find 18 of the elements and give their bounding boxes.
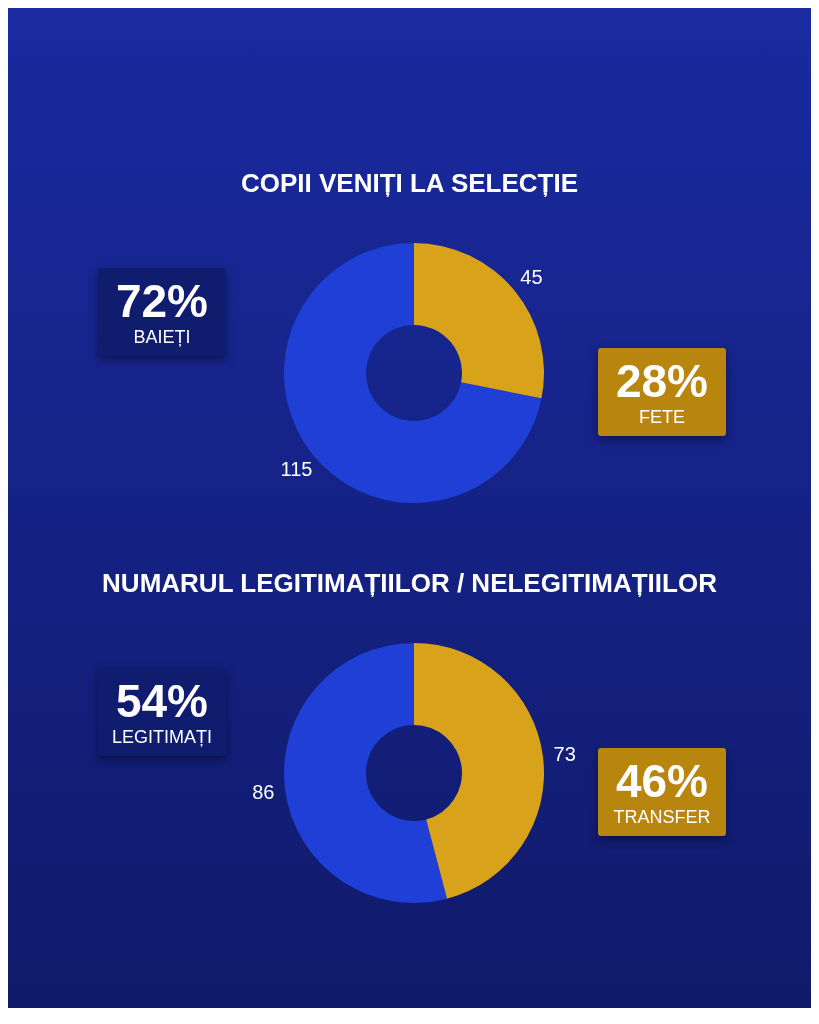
chart-title: COPII VENIȚI LA SELECȚIE	[239, 167, 580, 200]
donut-slice	[414, 643, 544, 899]
donut-slice	[284, 243, 542, 503]
data-label: 45	[520, 265, 543, 288]
chart-title: NUMARUL LEGITIMAȚIILOR / NELEGITIMAȚIILOR	[101, 567, 718, 600]
text: 54%	[114, 675, 210, 727]
data-label: 73	[553, 742, 576, 765]
text: 72%	[114, 275, 210, 327]
slice-label: FETE	[638, 406, 686, 428]
data-label: 86	[252, 781, 275, 804]
text: 28%	[614, 355, 710, 407]
slice-label: BAIEȚI	[132, 326, 192, 348]
data-label: 115	[280, 458, 313, 481]
slice-label: TRANSFER	[612, 806, 712, 828]
donut-slice	[284, 643, 448, 903]
donut-slice	[414, 243, 544, 399]
slice-label: LEGITIMAȚI	[111, 726, 213, 748]
text: 46%	[614, 755, 710, 807]
